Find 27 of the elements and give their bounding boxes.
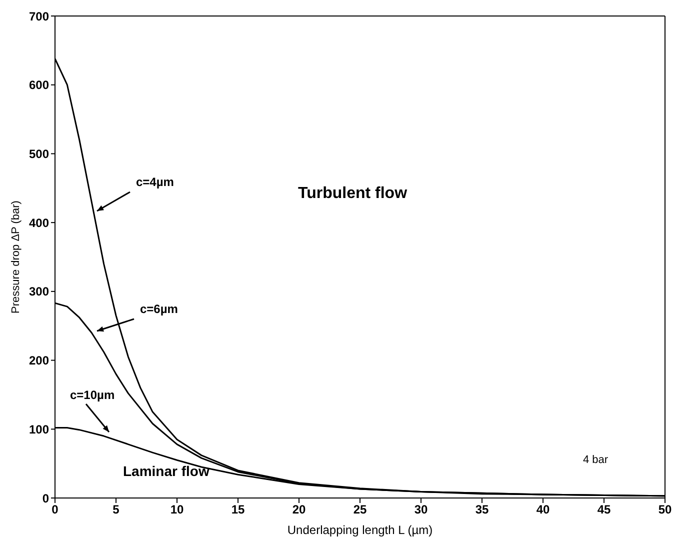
- x-tick-label: 30: [414, 502, 428, 517]
- annotation: Turbulent flow: [298, 185, 408, 202]
- x-tick-label: 25: [353, 502, 367, 517]
- x-tick-label: 10: [170, 502, 184, 517]
- annotation: c=10µm: [70, 388, 115, 402]
- y-tick-label: 0: [42, 491, 50, 506]
- y-tick-label: 300: [28, 284, 50, 299]
- x-tick-label: 45: [597, 502, 611, 517]
- x-tick-label: 5: [112, 502, 120, 517]
- annotation: c=4µm: [136, 175, 174, 189]
- y-tick-label: 400: [28, 216, 50, 230]
- x-tick-label: 35: [475, 502, 489, 517]
- y-tick-label: 100: [28, 422, 50, 436]
- x-tick-label: 20: [292, 502, 306, 517]
- y-tick-label: 500: [28, 146, 50, 161]
- x-tick-label: 40: [536, 502, 550, 517]
- x-tick-label: 15: [231, 502, 245, 517]
- y-axis-title: Pressure drop ΔP (bar): [10, 200, 22, 314]
- x-tick-label: 50: [658, 502, 672, 517]
- y-tick-label: 200: [28, 354, 50, 368]
- y-tick-label: 600: [28, 78, 50, 92]
- annotation: c=6µm: [140, 302, 178, 316]
- x-tick-label: 0: [52, 502, 59, 517]
- annotation: Laminar flow: [123, 463, 210, 479]
- y-tick-label: 700: [28, 9, 50, 24]
- x-axis-title: Underlapping length L (µm): [287, 523, 433, 537]
- annotation: 4 bar: [583, 454, 608, 466]
